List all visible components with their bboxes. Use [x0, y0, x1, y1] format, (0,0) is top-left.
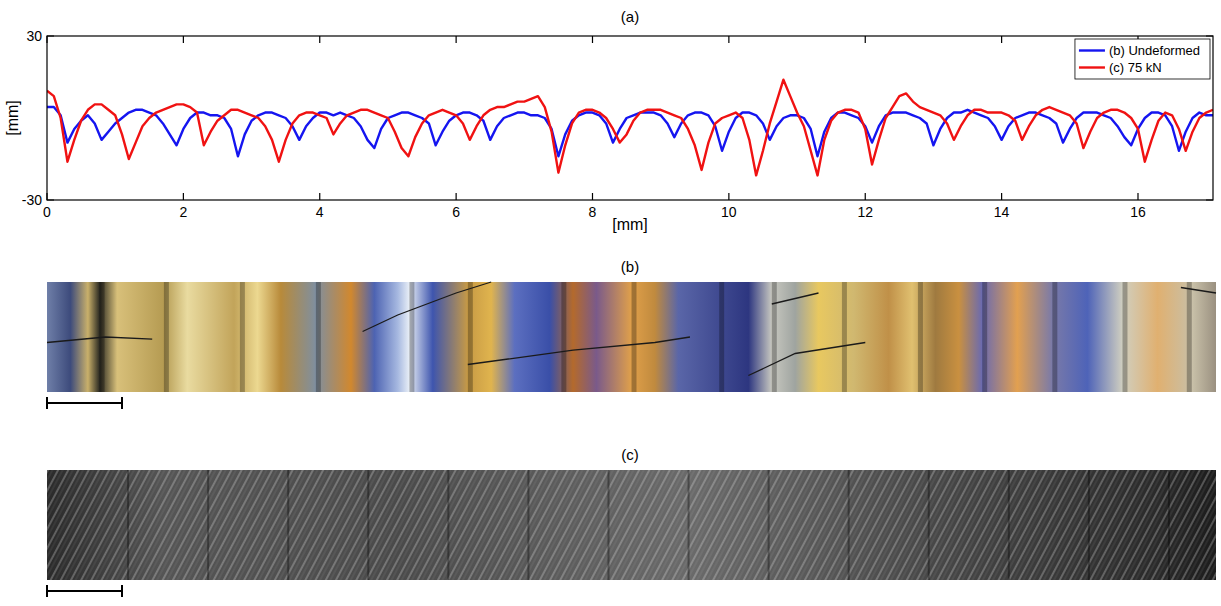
seam: [1008, 470, 1010, 580]
x-tick: [1001, 36, 1002, 200]
seam: [688, 470, 690, 580]
seam: [1168, 470, 1170, 580]
photo: [47, 470, 1216, 580]
x-tick-label: 0: [43, 204, 51, 220]
x-tick-label: 4: [316, 204, 324, 220]
legend-swatch: [1079, 49, 1105, 51]
crack: [1181, 288, 1216, 294]
legend-label: (b) Undeformed: [1109, 43, 1200, 58]
ridge: [561, 282, 566, 392]
x-tick: [319, 36, 320, 200]
ridge: [1122, 282, 1127, 392]
ridge: [719, 282, 724, 392]
x-tick-label: 8: [589, 204, 597, 220]
seam: [447, 470, 449, 580]
plot-frame: [47, 36, 1213, 200]
seam: [127, 470, 129, 580]
x-tick: [46, 36, 47, 200]
x-tick-label: 10: [721, 204, 737, 220]
y-tick: [47, 35, 1213, 36]
legend: (b) Undeformed (c) 75 kN: [1075, 39, 1210, 79]
seam: [367, 470, 369, 580]
x-tick-label: 2: [179, 204, 187, 220]
legend-box: [1075, 39, 1210, 79]
crack: [363, 282, 492, 332]
seam: [207, 470, 209, 580]
seam: [1088, 470, 1090, 580]
ridge: [982, 282, 987, 392]
x-tick-label: 12: [857, 204, 873, 220]
ridge: [409, 282, 414, 392]
surface-photo-undeformed: [47, 282, 1216, 392]
ridge: [918, 282, 923, 392]
legend-label: (c) 75 kN: [1109, 60, 1162, 75]
scale-bar: [47, 397, 122, 409]
x-tick: [592, 36, 593, 200]
scale-bar: [47, 585, 122, 597]
panel-title: (c): [621, 446, 639, 463]
x-tick: [865, 36, 866, 200]
legend-swatch: [1079, 66, 1105, 68]
crack: [748, 343, 865, 376]
seam: [607, 470, 609, 580]
y-tick: [47, 199, 1213, 200]
ridge: [1052, 282, 1057, 392]
seam: [527, 470, 529, 580]
crack: [47, 337, 152, 343]
ridge: [632, 282, 637, 392]
crack: [468, 337, 690, 365]
ridge: [316, 282, 321, 392]
ridge: [772, 282, 777, 392]
x-tick-label: 16: [1130, 204, 1146, 220]
x-tick: [456, 36, 457, 200]
panel-title: (b): [621, 258, 639, 275]
chart-title: (a): [621, 8, 639, 25]
ridge: [164, 282, 169, 392]
photo: [47, 282, 1216, 392]
ridge: [468, 282, 473, 392]
ridge: [240, 282, 245, 392]
surface-photo-deformed: [47, 470, 1216, 580]
figure: (a) 0 2 4 6 8 10 12 14 16 -30 30 [mm] [mm] (b) Undefor…: [0, 0, 1221, 606]
ridge: [842, 282, 847, 392]
lines: [47, 80, 1213, 176]
seam: [768, 470, 770, 580]
ridge: [1187, 282, 1192, 392]
x-tick-label: 14: [994, 204, 1010, 220]
x-axis-label: [mm]: [612, 216, 648, 233]
x-tick: [183, 36, 184, 200]
series-line: [47, 80, 1213, 176]
crack: [772, 293, 819, 304]
seam: [287, 470, 289, 580]
seam: [928, 470, 930, 580]
y-tick-label: 30: [26, 28, 42, 44]
streaks: [47, 470, 1216, 580]
seam: [848, 470, 850, 580]
x-tick: [728, 36, 729, 200]
y-tick-label: -30: [22, 192, 42, 208]
y-axis-label: [mm]: [4, 100, 21, 136]
x-tick-label: 6: [452, 204, 460, 220]
